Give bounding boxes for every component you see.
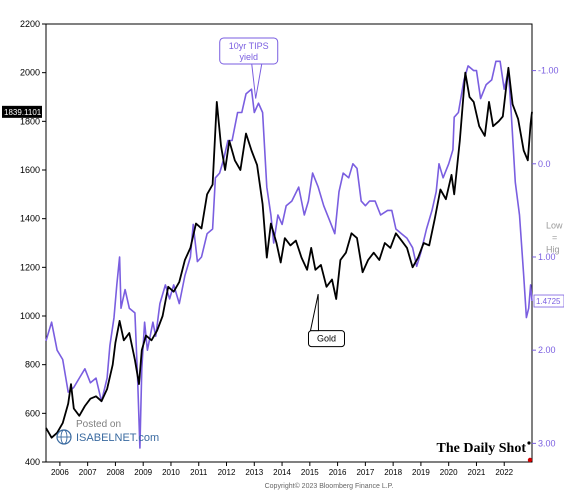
x-tick-label: 2016 <box>329 468 347 477</box>
x-tick-label: 2014 <box>273 468 291 477</box>
right-tick-label: 3.00 <box>538 438 556 448</box>
x-tick-label: 2010 <box>162 468 180 477</box>
x-tick-label: 2008 <box>107 468 125 477</box>
callout-tips-text: 10yr TIPS <box>229 41 269 51</box>
right-axis-marker-value: 1.4725 <box>536 297 561 306</box>
right-tick-label: 2.00 <box>538 345 556 355</box>
x-tick-label: 2006 <box>51 468 69 477</box>
left-tick-label: 1000 <box>20 311 40 321</box>
left-tick-label: 2200 <box>20 19 40 29</box>
callout-tips-text: yield <box>239 52 258 62</box>
credit-sub: Copyright© 2023 Bloomberg Finance L.P. <box>265 482 394 490</box>
left-tick-label: 1600 <box>20 165 40 175</box>
credit-main: The Daily Shot <box>437 441 527 456</box>
left-tick-label: 2000 <box>20 68 40 78</box>
x-tick-label: 2017 <box>356 468 374 477</box>
x-tick-label: 2018 <box>384 468 402 477</box>
posted-on-label: Posted on <box>76 419 121 430</box>
right-tick-label: -1.00 <box>538 66 559 76</box>
x-tick-label: 2020 <box>440 468 458 477</box>
end-marker-dot <box>528 458 532 462</box>
x-tick-label: 2015 <box>301 468 319 477</box>
x-tick-label: 2013 <box>245 468 263 477</box>
left-axis-marker-value: 1839.1101 <box>4 108 42 117</box>
left-tick-label: 400 <box>25 457 40 467</box>
chart-svg: 4006008001000120014001600180020002200183… <box>0 0 564 501</box>
callout-gold-text: Gold <box>317 334 336 344</box>
callout-gold-tail <box>310 294 318 331</box>
x-tick-label: 2009 <box>134 468 152 477</box>
right-note-bot: Hig <box>546 244 560 254</box>
x-tick-label: 2022 <box>495 468 513 477</box>
right-tick-label: 0.0 <box>538 159 551 169</box>
left-tick-label: 1400 <box>20 214 40 224</box>
series-tips-yield <box>46 61 532 448</box>
posted-on-site: ISABELNET.com <box>76 432 159 444</box>
x-tick-label: 2012 <box>218 468 236 477</box>
right-note-sep: = <box>552 232 557 242</box>
chart-container: 4006008001000120014001600180020002200183… <box>0 0 564 501</box>
x-tick-label: 2007 <box>79 468 97 477</box>
left-tick-label: 600 <box>25 408 40 418</box>
x-tick-label: 2011 <box>190 468 208 477</box>
right-note-top: Low <box>546 220 563 230</box>
x-tick-label: 2019 <box>412 468 430 477</box>
x-tick-label: 2021 <box>468 468 486 477</box>
callout-tips-tail <box>252 64 262 99</box>
series-gold <box>46 68 532 438</box>
left-tick-label: 800 <box>25 360 40 370</box>
left-tick-label: 1200 <box>20 262 40 272</box>
credit-mark <box>527 441 530 444</box>
